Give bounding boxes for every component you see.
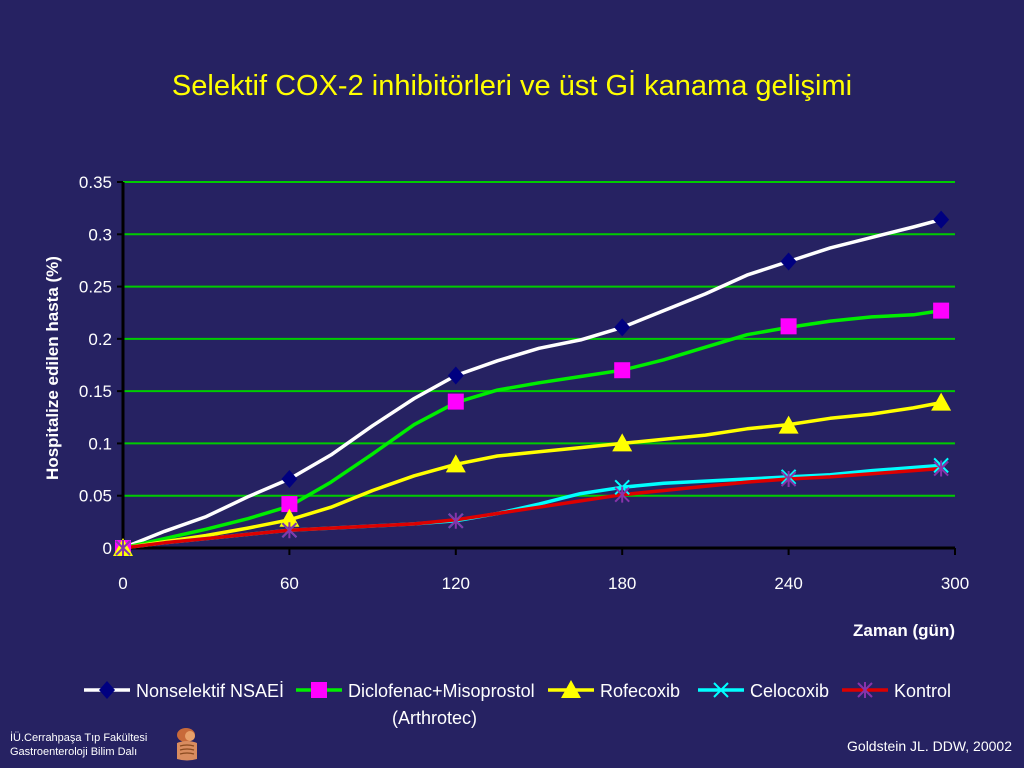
data-point [448,512,464,529]
data-point [933,460,949,477]
legend-marker [561,680,581,698]
x-tick-label: 120 [442,574,470,593]
data-point [931,392,952,411]
data-point [281,496,298,513]
data-point [780,470,797,487]
chart-legend: Nonselektif NSAEİ Diclofenac+Misoprostol R… [84,680,951,701]
y-tick-label: 0.35 [79,173,112,192]
y-tick-label: 0.15 [79,382,112,401]
legend-label: Nonselektif NSAEİ [136,681,284,701]
institution-footer: İÜ.Cerrahpaşa Tıp Fakültesi Gastroentero… [10,731,147,759]
series-line-4 [122,466,942,550]
data-point [780,252,797,271]
source-citation: Goldstein JL. DDW, 20002 [847,738,1012,754]
legend-label: Celocoxib [750,681,829,701]
data-point [614,318,631,337]
data-point [780,318,797,335]
y-tick-label: 0.2 [88,330,112,349]
y-tick-label: 0.1 [88,434,112,453]
data-point [614,362,631,379]
legend-marker [713,682,729,698]
series-line-2 [122,400,942,550]
x-tick-label: 0 [118,574,127,593]
legend-subnote: (Arthrotec) [392,708,478,728]
legend-label: Rofecoxib [600,681,680,701]
data-point [445,454,466,473]
data-point [281,469,298,488]
x-tick-label: 300 [941,574,969,593]
y-tick-label: 0.25 [79,278,112,297]
legend-label: Kontrol [894,681,951,701]
department-name: Gastroenteroloji Bilim Dalı [10,746,138,758]
x-tick-label: 240 [774,574,802,593]
y-tick-label: 0.3 [88,225,112,244]
y-tick-label: 0.05 [79,487,112,506]
data-point [933,302,950,319]
series-line-1 [122,308,942,550]
legend-label: Diclofenac+Misoprostol [348,681,535,701]
y-tick-label: 0 [103,539,112,558]
data-point [447,393,464,410]
data-point [115,540,131,556]
series-line-0 [122,217,942,550]
legend-marker [857,682,873,698]
data-point [933,210,950,229]
data-point [778,415,799,434]
digestive-system-logo [177,728,197,761]
x-axis-title: Zaman (gün) [853,621,955,640]
data-point [281,522,298,539]
slide-title: Selektif COX-2 inhibitörleri ve üst Gİ k… [171,70,853,102]
data-point [279,508,300,527]
x-tick-label: 60 [280,574,299,593]
legend-marker [311,682,327,698]
data-point [614,486,630,503]
institution-name: İÜ.Cerrahpaşa Tıp Fakültesi [10,732,148,744]
data-point [612,433,633,452]
y-axis-title: Hospitalize edilen hasta (%) [43,256,62,480]
x-tick-label: 180 [608,574,636,593]
data-point [447,366,464,385]
legend-marker [99,681,115,699]
